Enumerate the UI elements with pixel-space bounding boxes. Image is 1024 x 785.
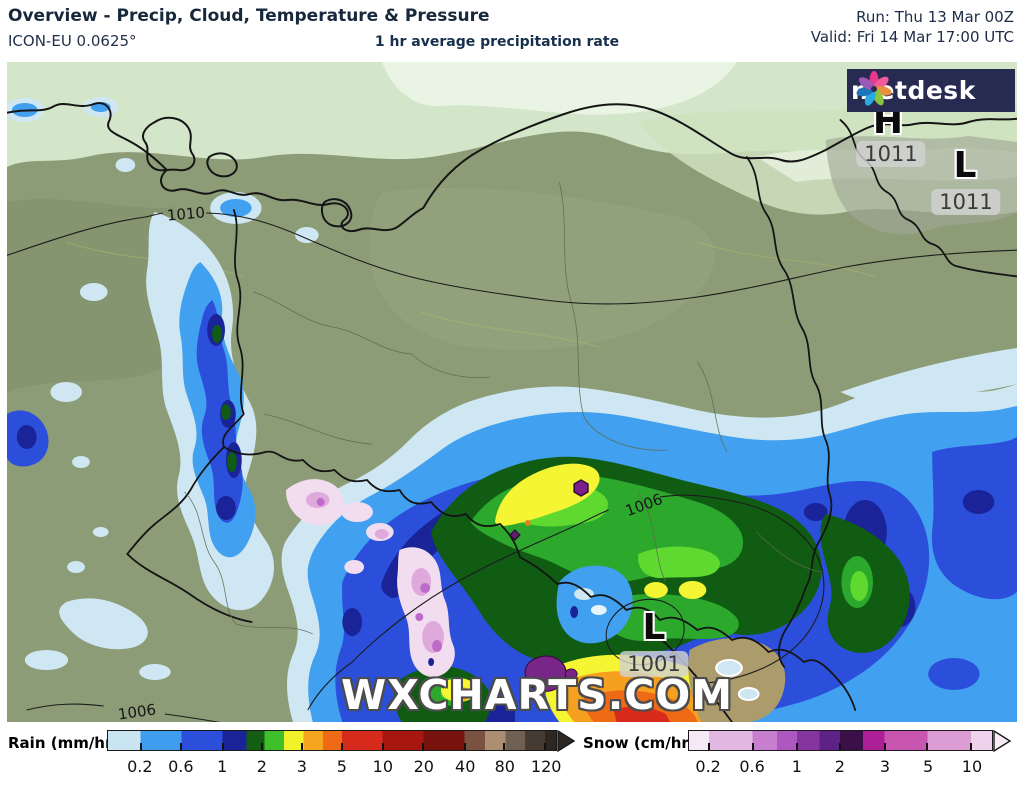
legend-tick-label: 0.2 (127, 757, 153, 776)
legend-tick-label: 3 (296, 757, 307, 776)
legend: Rain (mm/hr) 0.2 0.6 1 2 3 5 10 20 40 80 120 Snow … (0, 722, 1024, 785)
snow-colorbar: 0.2 0.6 1 2 3 5 10 (688, 730, 1012, 778)
metdesk-asterisk-icon (856, 71, 892, 106)
legend-tick-label: 20 (413, 757, 434, 776)
valid-time-label: Valid: Fri 14 Mar 17:00 UTC (810, 28, 1014, 46)
admin-borders (184, 181, 821, 635)
isobar-label: 1006 (622, 490, 666, 520)
coastline (7, 102, 1017, 232)
legend-tick (139, 743, 142, 750)
legend-tick (883, 743, 886, 750)
watermark: WXCHARTS.COM (340, 671, 734, 719)
legend-tick (381, 743, 384, 750)
legend-tick (422, 743, 425, 750)
parameter-subtitle: 1 hr average precipitation rate (374, 34, 620, 50)
pressure-value-label: 1001 (619, 651, 689, 677)
weather-map: WXCHARTS.COM H 1011 L 1011 L 1001 1010 1006 1006… (7, 62, 1017, 724)
pressure-marker-l: L (953, 145, 977, 186)
legend-tick (300, 743, 303, 750)
legend-tick (180, 743, 183, 750)
rain-legend-label: Rain (mm/hr) (8, 734, 120, 752)
legend-tick (707, 743, 710, 750)
legend-tick (340, 743, 343, 750)
legend-tick-label: 0.6 (168, 757, 194, 776)
pressure-value-label: 1011 (931, 189, 1001, 215)
legend-tick-label: 2 (834, 757, 845, 776)
snow-areas (286, 479, 455, 678)
legend-tick (796, 743, 799, 750)
legend-tick-label: 10 (372, 757, 394, 776)
legend-tick-label: 10 (961, 757, 983, 776)
legend-tick-label: 80 (494, 757, 515, 776)
rain-colorbar-arrow (557, 730, 576, 753)
model-label: ICON-EU 0.0625° (8, 32, 137, 50)
legend-tick (751, 743, 754, 750)
page-title: Overview - Precip, Cloud, Temperature & … (8, 6, 490, 26)
isobar-label: 1006 (116, 700, 158, 724)
legend-tick-label: 40 (455, 757, 476, 776)
rain-colorbar: 0.2 0.6 1 2 3 5 10 20 40 80 120 (107, 730, 576, 778)
run-time-label: Run: Thu 13 Mar 00Z (856, 8, 1014, 26)
rain-areas-convective (212, 325, 910, 722)
legend-tick (970, 743, 973, 750)
pressure-marker-l: L (642, 607, 666, 648)
legend-tick-label: 0.2 (695, 757, 721, 776)
legend-tick (463, 743, 466, 750)
legend-tick-label: 2 (256, 757, 267, 776)
isobar-label: 1010 (166, 203, 206, 225)
legend-tick-label: 3 (879, 757, 891, 776)
legend-tick-label: 120 (530, 757, 562, 776)
map-overlay: WXCHARTS.COM H 1011 L 1011 L 1001 1010 1006 1006 (7, 62, 1017, 722)
snow-legend-label: Snow (cm/hr) (583, 734, 696, 752)
snow-point-markers (509, 479, 589, 692)
legend-tick-label: 1 (791, 757, 802, 776)
legend-tick-label: 1 (217, 757, 228, 776)
legend-tick-label: 5 (922, 757, 934, 776)
header: Overview - Precip, Cloud, Temperature & … (0, 0, 1024, 62)
legend-tick (838, 743, 841, 750)
legend-tick (544, 743, 547, 750)
legend-tick (261, 743, 264, 750)
legend-tick (926, 743, 929, 750)
legend-tick (503, 743, 506, 750)
snow-colorbar-bar (688, 730, 993, 751)
country-borders (126, 119, 1017, 722)
legend-tick (221, 743, 224, 750)
rain-colorbar-bar (107, 730, 557, 751)
snow-colorbar-arrow (993, 730, 1012, 753)
legend-tick-label: 0.6 (739, 757, 765, 776)
metdesk-logo: metdesk (847, 69, 1015, 112)
pressure-value-label: 1011 (856, 141, 926, 167)
legend-tick-label: 5 (336, 757, 347, 776)
